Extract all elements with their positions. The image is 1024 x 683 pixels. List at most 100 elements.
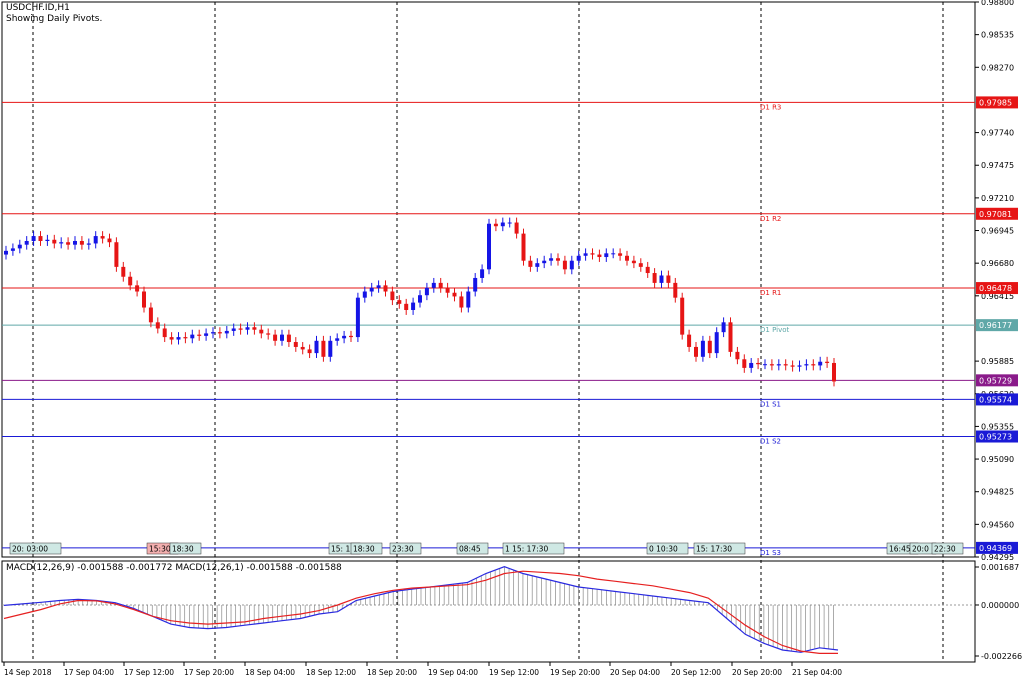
candle-body <box>604 253 609 258</box>
price-tick-label: 0.95885 <box>981 357 1014 366</box>
candle-body <box>487 223 491 270</box>
candle-body <box>411 302 416 310</box>
pivot-price-tag <box>976 207 1018 220</box>
price-tick-label: 0.98535 <box>981 31 1014 40</box>
time-marker-label: 15: 17:30 <box>696 545 732 554</box>
time-tick-label: 19 Sep 12:00 <box>489 668 539 677</box>
time-marker-label: 20:0 <box>912 545 929 554</box>
macd-tick-label: -0.002266 <box>981 652 1022 661</box>
time-marker-label: 18:30 <box>353 545 375 554</box>
candle-body <box>238 328 243 330</box>
price-tick-label: 0.98270 <box>981 63 1014 72</box>
candle-body <box>349 335 353 338</box>
candle-body <box>397 300 402 304</box>
candle-body <box>128 276 133 286</box>
macd-tick-label: 0.001687 <box>981 563 1019 572</box>
candle-body <box>286 334 291 343</box>
candle-body <box>514 222 519 234</box>
candle-body <box>293 342 298 347</box>
candle-body <box>86 243 91 245</box>
candle-body <box>507 222 512 224</box>
candle-body <box>473 277 478 292</box>
time-marker-label: 23:30 <box>392 545 414 554</box>
pivot-name: D1 R1 <box>760 289 781 297</box>
candle-body <box>148 307 153 323</box>
candle-body <box>528 260 533 267</box>
candle-body <box>17 244 22 249</box>
candle-body <box>797 365 802 367</box>
candle-body <box>818 361 823 366</box>
candle-body <box>700 340 705 357</box>
candle-body <box>611 253 616 255</box>
pivot-price-label: 0.97081 <box>979 210 1012 219</box>
pivot-price-tag <box>976 393 1018 406</box>
candle-body <box>93 236 98 244</box>
pivot-price-tag <box>976 374 1018 387</box>
candle-body <box>418 295 422 303</box>
time-marker-label: 15:30 <box>149 545 171 554</box>
candle-body <box>493 223 498 227</box>
candle-body <box>335 338 340 341</box>
candle-body <box>714 332 719 354</box>
macd-label: MACD(12,26,9) -0.001588 -0.001772 MACD(1… <box>6 563 342 573</box>
price-tick-label: 0.95090 <box>981 455 1014 464</box>
candle-body <box>556 258 560 261</box>
pivot-name: D1 R2 <box>760 215 781 223</box>
time-marker-box <box>502 542 565 555</box>
candle-body <box>211 332 215 334</box>
candle-body <box>52 239 57 244</box>
price-tick-label: 0.98800 <box>981 0 1014 7</box>
candle-body <box>749 362 754 368</box>
candle-body <box>638 263 643 267</box>
candle-body <box>652 273 657 283</box>
price-panel-frame <box>1 1 976 558</box>
candle-body <box>625 255 629 261</box>
candle-body <box>424 287 429 296</box>
pivot-price-tag <box>976 541 1018 554</box>
candle-body <box>562 260 567 270</box>
time-tick-label: 18 Sep 12:00 <box>306 668 356 677</box>
price-tick-label: 0.96945 <box>981 227 1014 236</box>
time-tick-label: 17 Sep 12:00 <box>124 668 174 677</box>
pivot-price-label: 0.96177 <box>979 321 1012 330</box>
candle-body <box>100 236 105 239</box>
candle-body <box>307 349 312 354</box>
pivot-price-tag <box>976 282 1018 295</box>
candle-body <box>155 322 160 329</box>
time-marker-box <box>350 542 383 555</box>
candle-body <box>694 346 698 357</box>
price-tick-label: 0.97210 <box>981 194 1014 203</box>
candle-body <box>631 260 636 264</box>
candle-body <box>66 242 71 245</box>
time-marker-label: 1 15: 17:30 <box>505 545 548 554</box>
candle-body <box>169 337 174 340</box>
candle-body <box>707 340 712 354</box>
pivot-price-tag <box>976 430 1018 443</box>
pivot-price-label: 0.97985 <box>979 98 1012 107</box>
candle-body <box>142 291 146 308</box>
macd-tick-label: 0.000000 <box>981 601 1019 610</box>
candle-body <box>790 365 795 367</box>
candle-body <box>273 334 278 341</box>
candle-body <box>73 241 77 245</box>
pivot-price-label: 0.95574 <box>979 395 1012 404</box>
candle-body <box>445 287 450 293</box>
pivot-subtitle: Showing Daily Pivots. <box>6 14 103 24</box>
candle-body <box>300 346 305 350</box>
candle-body <box>783 364 788 366</box>
candle-body <box>342 335 347 339</box>
time-marker-label: 08:45 <box>459 545 481 554</box>
candle-body <box>521 233 526 261</box>
time-marker-box <box>931 542 964 555</box>
candle-body <box>776 364 781 366</box>
pivot-price-label: 0.95729 <box>979 376 1012 385</box>
candle-body <box>107 238 112 243</box>
candle-body <box>45 239 50 242</box>
candle-body <box>266 333 271 335</box>
candle-body <box>197 334 202 336</box>
chart-header: USDCHF.ID,H1 Showing Daily Pivots. <box>6 3 102 25</box>
time-tick-label: 20 Sep 04:00 <box>610 668 660 677</box>
candle-body <box>280 334 284 341</box>
candle-body <box>183 337 188 339</box>
time-marker-box <box>456 542 489 555</box>
